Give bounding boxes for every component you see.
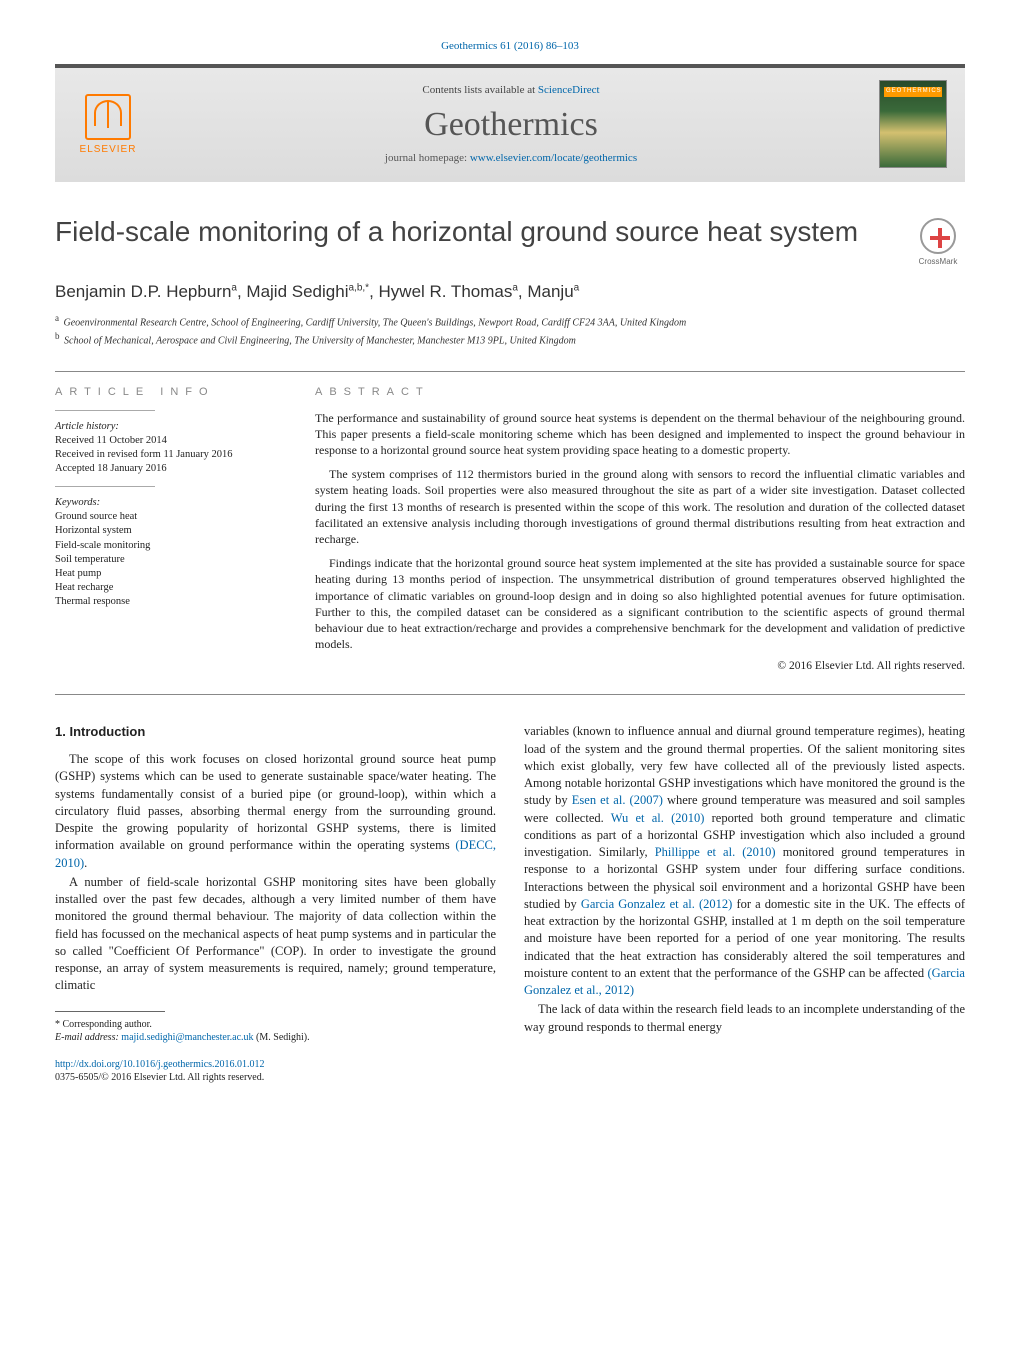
keywords-label: Keywords: xyxy=(55,497,285,508)
affiliation-line: b School of Mechanical, Aerospace and Ci… xyxy=(55,330,965,348)
body-columns: 1. Introduction The scope of this work f… xyxy=(55,723,965,1083)
affiliation-line: a Geoenvironmental Research Centre, Scho… xyxy=(55,312,965,330)
keyword: Heat recharge xyxy=(55,581,285,595)
contents-line: Contents lists available at ScienceDirec… xyxy=(143,84,879,96)
abstract-label: abstract xyxy=(315,386,965,398)
elsevier-tree-icon xyxy=(85,94,131,140)
citation-link[interactable]: Esen et al. (2007) xyxy=(572,793,663,807)
divider-bottom xyxy=(55,694,965,695)
sciencedirect-link[interactable]: ScienceDirect xyxy=(538,84,600,96)
journal-cover-thumb: GEOTHERMICS xyxy=(879,80,947,168)
affiliations: a Geoenvironmental Research Centre, Scho… xyxy=(55,312,965,349)
citation-link[interactable]: Wu et al. (2010) xyxy=(611,811,705,825)
contents-prefix: Contents lists available at xyxy=(422,84,537,96)
doi-block: http://dx.doi.org/10.1016/j.geothermics.… xyxy=(55,1058,496,1084)
abstract-para: Findings indicate that the horizontal gr… xyxy=(315,555,965,652)
body-text: . xyxy=(84,856,87,870)
body-para: variables (known to influence annual and… xyxy=(524,723,965,999)
article-info-column: article info Article history: Received 1… xyxy=(55,386,285,673)
history-line: Received 11 October 2014 xyxy=(55,434,285,448)
crossmark-label: CrossMark xyxy=(911,257,965,266)
crossmark-badge[interactable]: CrossMark xyxy=(911,218,965,266)
abstract-para: The system comprises of 112 thermistors … xyxy=(315,466,965,547)
citation-link[interactable]: Phillippe et al. (2010) xyxy=(655,845,776,859)
history-line: Accepted 18 January 2016 xyxy=(55,462,285,476)
journal-homepage-link[interactable]: www.elsevier.com/locate/geothermics xyxy=(470,152,637,164)
keyword: Thermal response xyxy=(55,595,285,609)
keyword: Soil temperature xyxy=(55,553,285,567)
email-suffix: (M. Sedighi). xyxy=(254,1032,310,1043)
footnote-email: E-mail address: majid.sedighi@manchester… xyxy=(55,1031,496,1044)
doi-link[interactable]: http://dx.doi.org/10.1016/j.geothermics.… xyxy=(55,1059,265,1070)
cover-label: GEOTHERMICS xyxy=(886,88,942,94)
footnote-separator xyxy=(55,1011,165,1012)
authors: Benjamin D.P. Hepburna, Majid Sedighia,b… xyxy=(55,282,965,302)
history-line: Received in revised form 11 January 2016 xyxy=(55,448,285,462)
section-heading-intro: 1. Introduction xyxy=(55,723,496,741)
email-label: E-mail address: xyxy=(55,1032,121,1043)
history-label: Article history: xyxy=(55,421,285,432)
journal-citation: Geothermics 61 (2016) 86–103 xyxy=(55,40,965,52)
body-para: The lack of data within the research fie… xyxy=(524,1001,965,1036)
article-title: Field-scale monitoring of a horizontal g… xyxy=(55,216,897,248)
corresponding-email-link[interactable]: majid.sedighi@manchester.ac.uk xyxy=(121,1032,253,1043)
crossmark-icon xyxy=(920,218,956,254)
homepage-prefix: journal homepage: xyxy=(385,152,470,164)
journal-name: Geothermics xyxy=(143,106,879,144)
abstract-column: abstract The performance and sustainabil… xyxy=(315,386,965,673)
keyword: Horizontal system xyxy=(55,524,285,538)
homepage-line: journal homepage: www.elsevier.com/locat… xyxy=(143,152,879,164)
keyword: Heat pump xyxy=(55,567,285,581)
article-info-label: article info xyxy=(55,386,285,398)
publisher-name: ELSEVIER xyxy=(80,144,137,155)
publisher-logo: ELSEVIER xyxy=(73,85,143,163)
body-para: A number of field-scale horizontal GSHP … xyxy=(55,874,496,995)
keyword: Field-scale monitoring xyxy=(55,539,285,553)
abstract-para: The performance and sustainability of gr… xyxy=(315,410,965,459)
divider-top xyxy=(55,371,965,372)
body-para: The scope of this work focuses on closed… xyxy=(55,751,496,872)
issn-line: 0375-6505/© 2016 Elsevier Ltd. All right… xyxy=(55,1072,264,1083)
journal-header: ELSEVIER Contents lists available at Sci… xyxy=(55,64,965,182)
body-text: The scope of this work focuses on closed… xyxy=(55,752,496,852)
footnote-corresponding: * Corresponding author. xyxy=(55,1018,496,1031)
citation-link[interactable]: Garcia Gonzalez et al. (2012) xyxy=(581,897,732,911)
keyword: Ground source heat xyxy=(55,510,285,524)
copyright-line: © 2016 Elsevier Ltd. All rights reserved… xyxy=(315,660,965,672)
